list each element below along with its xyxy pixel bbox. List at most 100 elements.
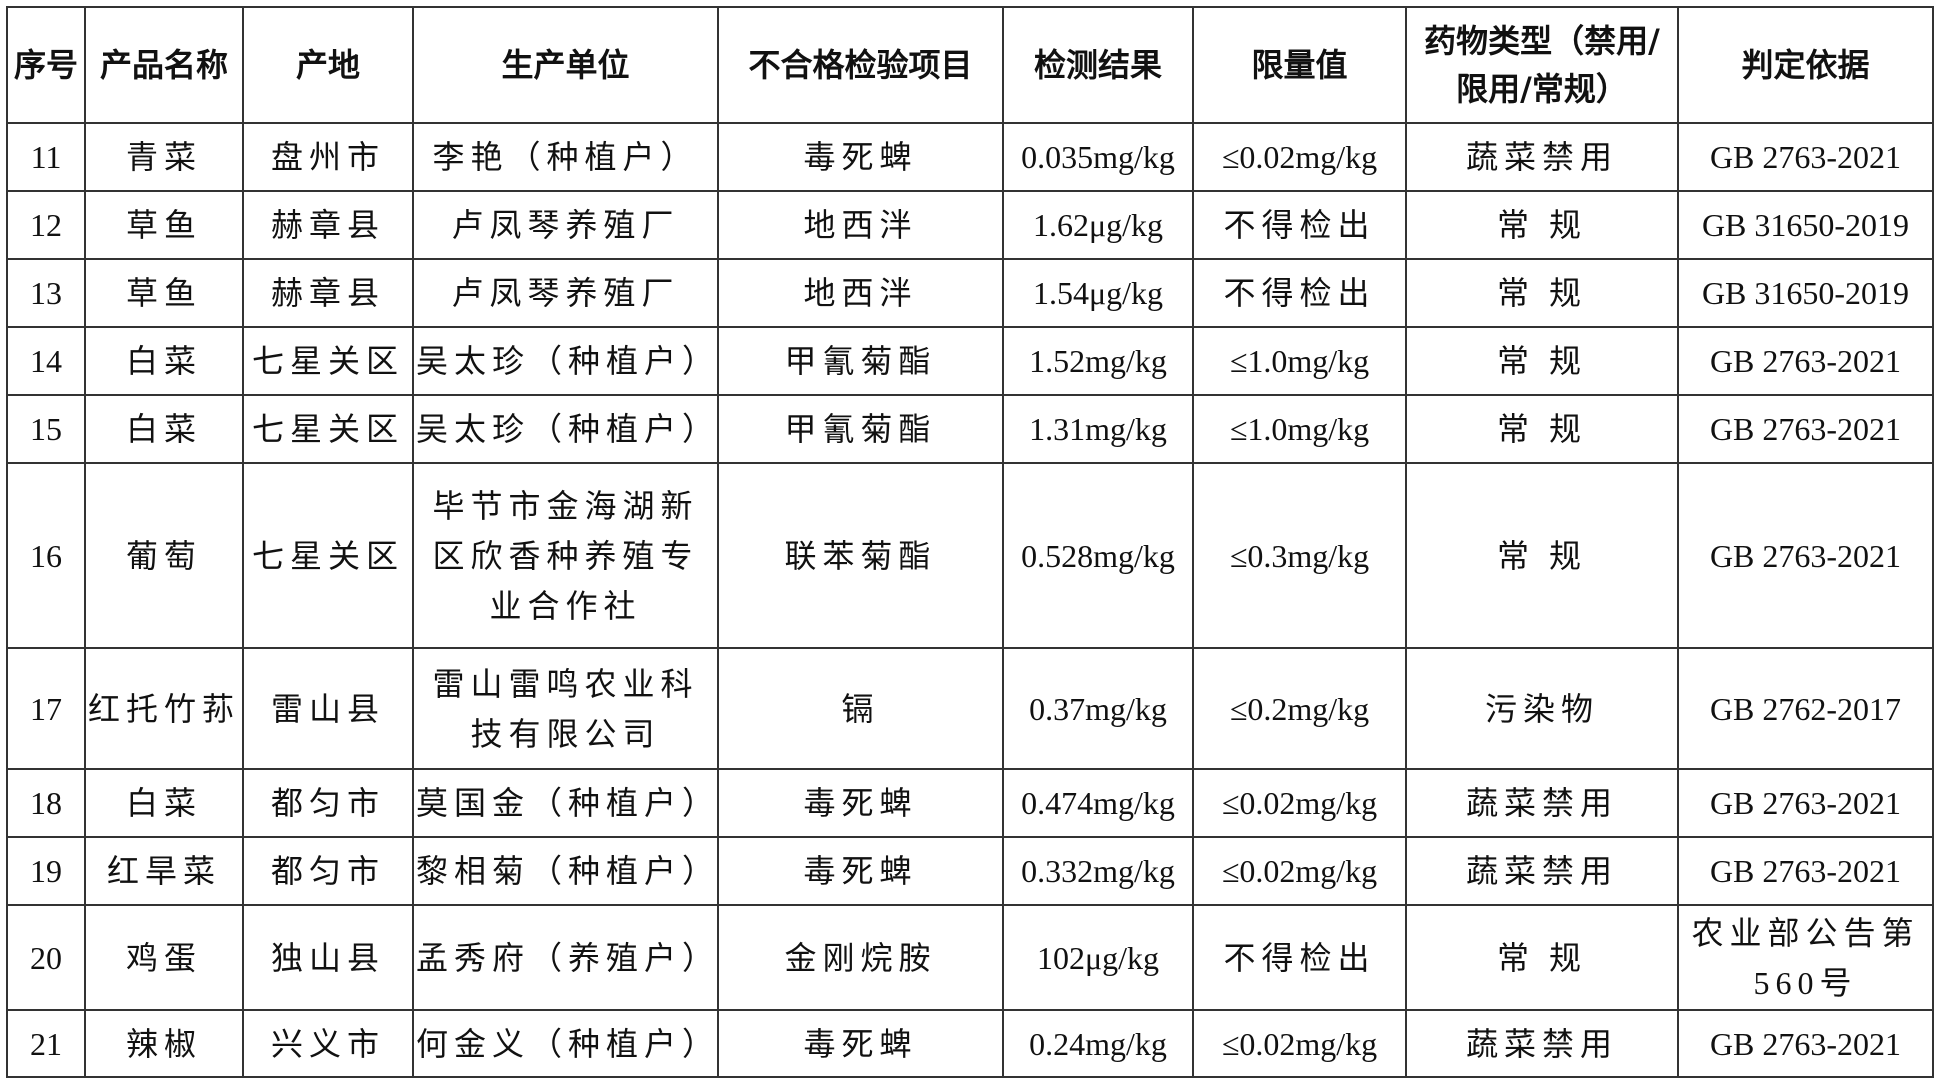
cell-standard: GB 2763-2021 (1677, 122, 1934, 192)
header-col-result: 检测结果 (1002, 6, 1194, 124)
cell-origin: 雷山县 (242, 647, 414, 770)
table-row: 21 辣椒 兴义市 何金义（种植户） 毒死蜱 0.24mg/kg ≤0.02mg/kg 蔬菜禁… (6, 1009, 1934, 1078)
cell-standard: GB 2763-2021 (1677, 768, 1934, 838)
cell-standard: 农业部公告第560号 (1677, 904, 1934, 1011)
cell-product: 白菜 (84, 394, 244, 464)
header-col-index: 序号 (6, 6, 86, 124)
table-row: 18 白菜 都匀市 莫国金（种植户） 毒死蜱 0.474mg/kg ≤0.02mg/kg 蔬菜… (6, 768, 1934, 838)
cell-index: 13 (6, 258, 86, 328)
cell-standard: GB 2763-2021 (1677, 836, 1934, 906)
table-row: 14 白菜 七星关区 吴太珍（种植户） 甲氰菊酯 1.52mg/kg ≤1.0mg/kg 常 … (6, 326, 1934, 396)
cell-producer: 雷山雷鸣农业科技有限公司 (412, 647, 719, 770)
cell-drug-type: 常 规 (1405, 462, 1679, 649)
cell-result: 1.54μg/kg (1002, 258, 1194, 328)
table-row: 20 鸡蛋 独山县 孟秀府（养殖户） 金刚烷胺 102μg/kg 不得检出常 规农业部公告第… (6, 904, 1934, 1011)
cell-limit: ≤0.02mg/kg (1192, 836, 1407, 906)
cell-result: 0.035mg/kg (1002, 122, 1194, 192)
cell-producer: 吴太珍（种植户） (412, 326, 719, 396)
cell-limit: 不得检出 (1192, 190, 1407, 260)
cell-result: 0.332mg/kg (1002, 836, 1194, 906)
cell-limit: 不得检出 (1192, 258, 1407, 328)
cell-index: 14 (6, 326, 86, 396)
header-col-failed-item: 不合格检验项目 (717, 6, 1004, 124)
cell-producer: 何金义（种植户） (412, 1009, 719, 1078)
cell-standard: GB 2763-2021 (1677, 1009, 1934, 1078)
cell-drug-type: 常 规 (1405, 258, 1679, 328)
cell-limit: ≤0.3mg/kg (1192, 462, 1407, 649)
cell-producer: 孟秀府（养殖户） (412, 904, 719, 1011)
table-row: 11 青菜 盘州市 李艳（种植户） 毒死蜱 0.035mg/kg ≤0.02mg/kg 蔬菜禁… (6, 122, 1934, 192)
cell-origin: 赫章县 (242, 190, 414, 260)
cell-result: 1.62μg/kg (1002, 190, 1194, 260)
cell-failed-item: 毒死蜱 (717, 836, 1004, 906)
cell-origin: 赫章县 (242, 258, 414, 328)
cell-index: 11 (6, 122, 86, 192)
cell-drug-type: 蔬菜禁用 (1405, 122, 1679, 192)
cell-result: 0.37mg/kg (1002, 647, 1194, 770)
cell-limit: ≤0.02mg/kg (1192, 1009, 1407, 1078)
cell-limit: ≤0.2mg/kg (1192, 647, 1407, 770)
cell-origin: 都匀市 (242, 836, 414, 906)
table-row: 16 葡萄 七星关区 毕节市金海湖新区欣香种养殖专业合作社 联苯菊酯 0.528mg/kg… (6, 462, 1934, 649)
cell-origin: 都匀市 (242, 768, 414, 838)
cell-product: 白菜 (84, 768, 244, 838)
cell-result: 102μg/kg (1002, 904, 1194, 1011)
cell-index: 17 (6, 647, 86, 770)
cell-product: 葡萄 (84, 462, 244, 649)
cell-index: 15 (6, 394, 86, 464)
header-col-origin: 产地 (242, 6, 414, 124)
cell-product: 白菜 (84, 326, 244, 396)
cell-producer: 毕节市金海湖新区欣香种养殖专业合作社 (412, 462, 719, 649)
cell-drug-type: 蔬菜禁用 (1405, 1009, 1679, 1078)
cell-origin: 七星关区 (242, 462, 414, 649)
cell-standard: GB 2762-2017 (1677, 647, 1934, 770)
cell-result: 0.474mg/kg (1002, 768, 1194, 838)
cell-failed-item: 地西泮 (717, 190, 1004, 260)
cell-origin: 盘州市 (242, 122, 414, 192)
cell-failed-item: 毒死蜱 (717, 768, 1004, 838)
cell-drug-type: 污染物 (1405, 647, 1679, 770)
cell-product: 红托竹荪 (84, 647, 244, 770)
cell-standard: GB 31650-2019 (1677, 258, 1934, 328)
cell-drug-type: 常 规 (1405, 326, 1679, 396)
cell-producer: 卢凤琴养殖厂 (412, 258, 719, 328)
inspection-table: 序号 产品名称 产地 生产单位 不合格检验项目 检测结果 限量值 药物类型（禁用/限用/常规）… (6, 6, 1934, 1078)
cell-product: 红旱菜 (84, 836, 244, 906)
cell-index: 20 (6, 904, 86, 1011)
cell-limit: ≤0.02mg/kg (1192, 768, 1407, 838)
cell-failed-item: 毒死蜱 (717, 1009, 1004, 1078)
cell-origin: 七星关区 (242, 394, 414, 464)
cell-failed-item: 甲氰菊酯 (717, 394, 1004, 464)
cell-limit: ≤1.0mg/kg (1192, 326, 1407, 396)
cell-producer: 卢凤琴养殖厂 (412, 190, 719, 260)
cell-product: 草鱼 (84, 190, 244, 260)
cell-failed-item: 地西泮 (717, 258, 1004, 328)
header-row: 序号 产品名称 产地 生产单位 不合格检验项目 检测结果 限量值 药物类型（禁用/限用/常规）… (6, 6, 1934, 124)
cell-index: 18 (6, 768, 86, 838)
cell-drug-type: 常 规 (1405, 394, 1679, 464)
table-row: 17 红托竹荪 雷山县 雷山雷鸣农业科技有限公司镉 0.37mg/kg ≤0.2mg/kg… (6, 647, 1934, 770)
table-row: 12 草鱼 赫章县 卢凤琴养殖厂 地西泮 1.62μg/kg 不得检出常 规 GB 31650… (6, 190, 1934, 260)
table-row: 15 白菜 七星关区 吴太珍（种植户） 甲氰菊酯 1.31mg/kg ≤1.0mg/kg 常 … (6, 394, 1934, 464)
cell-drug-type: 蔬菜禁用 (1405, 836, 1679, 906)
cell-index: 12 (6, 190, 86, 260)
cell-producer: 吴太珍（种植户） (412, 394, 719, 464)
cell-result: 1.52mg/kg (1002, 326, 1194, 396)
cell-index: 16 (6, 462, 86, 649)
table-row: 19 红旱菜 都匀市 黎相菊（种植户） 毒死蜱 0.332mg/kg ≤0.02mg/kg 蔬… (6, 836, 1934, 906)
cell-drug-type: 蔬菜禁用 (1405, 768, 1679, 838)
cell-standard: GB 2763-2021 (1677, 462, 1934, 649)
cell-origin: 独山县 (242, 904, 414, 1011)
cell-result: 1.31mg/kg (1002, 394, 1194, 464)
cell-standard: GB 31650-2019 (1677, 190, 1934, 260)
cell-index: 21 (6, 1009, 86, 1078)
table-row: 13 草鱼 赫章县 卢凤琴养殖厂 地西泮 1.54μg/kg 不得检出常 规 GB 31650… (6, 258, 1934, 328)
cell-standard: GB 2763-2021 (1677, 394, 1934, 464)
cell-producer: 黎相菊（种植户） (412, 836, 719, 906)
cell-product: 鸡蛋 (84, 904, 244, 1011)
cell-limit: ≤1.0mg/kg (1192, 394, 1407, 464)
cell-failed-item: 金刚烷胺 (717, 904, 1004, 1011)
cell-drug-type: 常 规 (1405, 190, 1679, 260)
header-col-standard: 判定依据 (1677, 6, 1934, 124)
header-col-drug-type: 药物类型（禁用/限用/常规） (1405, 6, 1679, 124)
